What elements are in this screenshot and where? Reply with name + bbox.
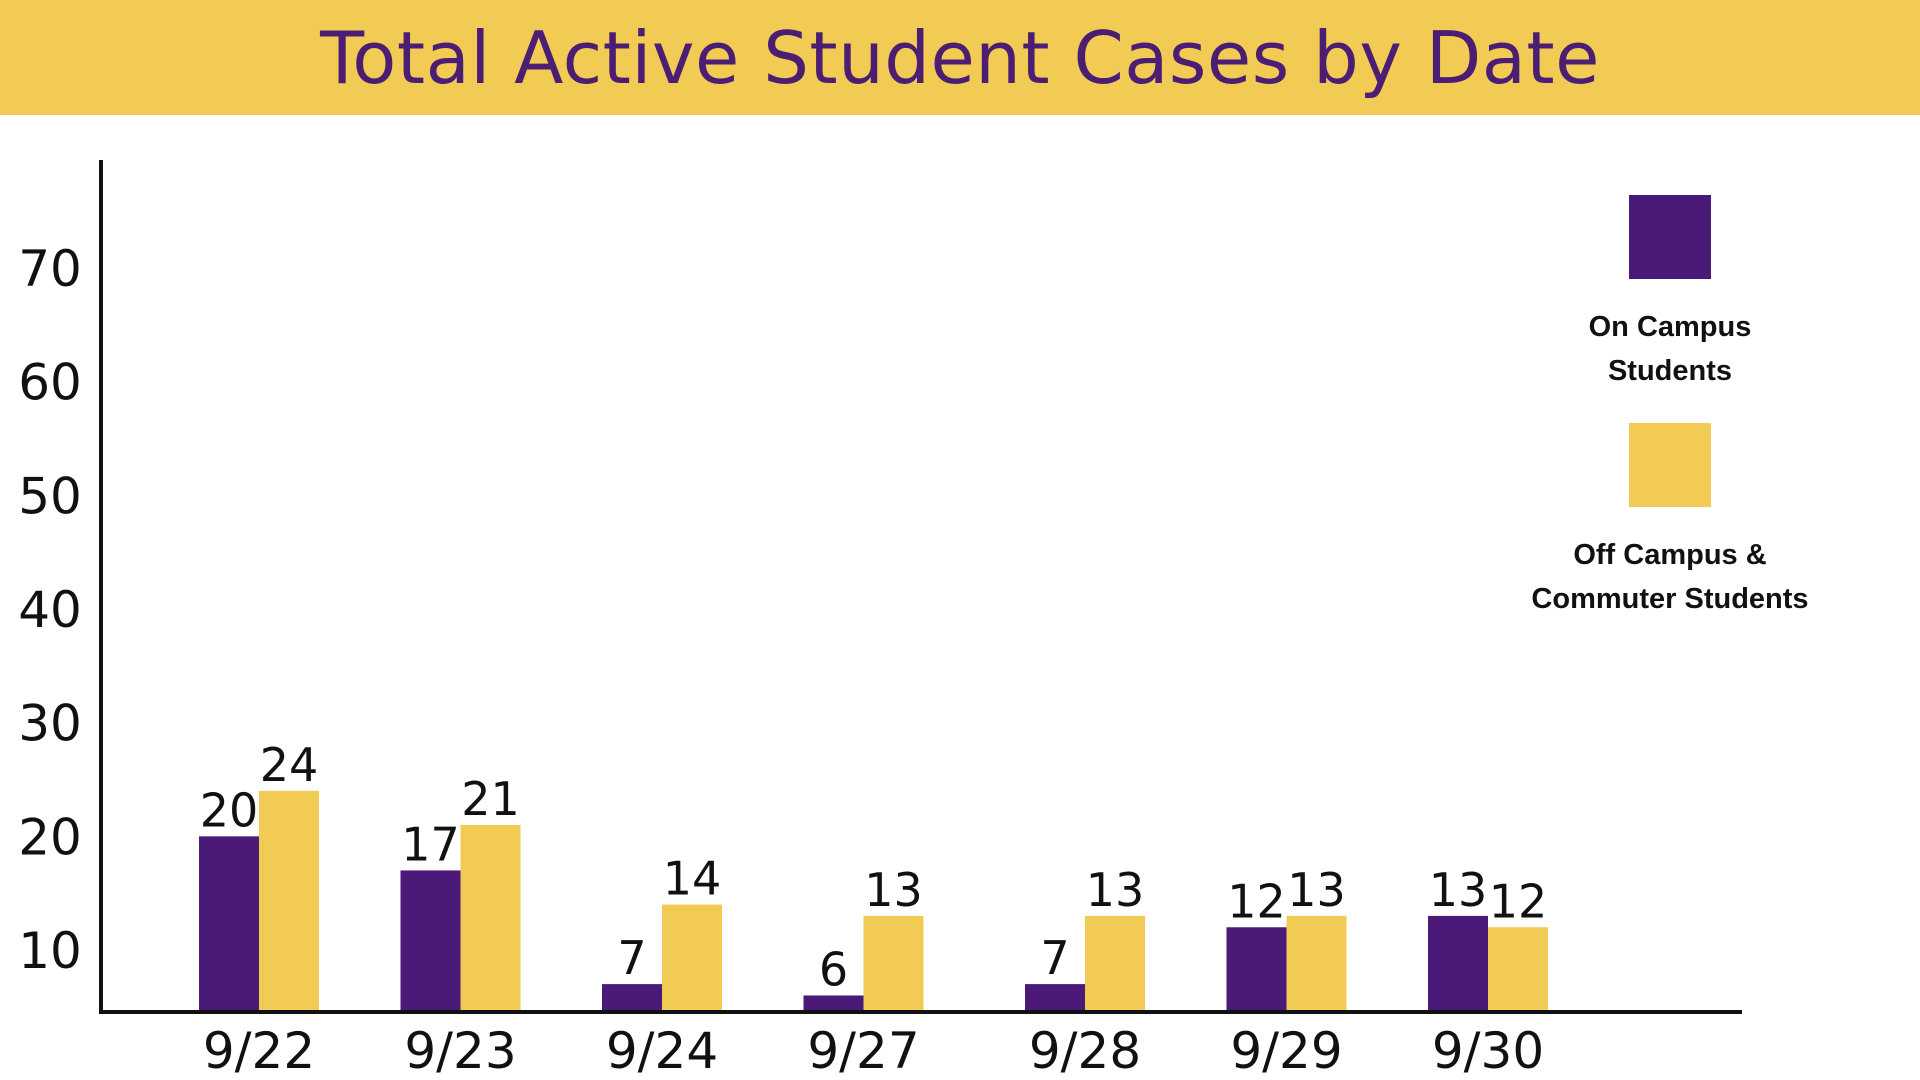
data-label: 7	[1040, 931, 1069, 985]
bar-off-campus	[259, 790, 319, 1010]
data-label: 7	[617, 931, 646, 985]
bar-off-campus	[1488, 927, 1548, 1010]
bar-on-campus	[803, 995, 864, 1010]
x-tick-label: 9/28	[1029, 1022, 1141, 1080]
y-tick-label: 40	[18, 581, 82, 639]
title-band: Total Active Student Cases by Date	[0, 0, 1920, 115]
data-label: 13	[1086, 863, 1145, 917]
y-tick-label: 60	[18, 354, 82, 412]
bar-on-campus	[1025, 984, 1085, 1010]
legend-swatch-off-campus	[1629, 423, 1711, 507]
legend-label-on-campus: On Campus Students	[1588, 311, 1752, 387]
data-label: 21	[461, 772, 520, 826]
data-label: 13	[1429, 863, 1488, 917]
x-tick-label: 9/29	[1230, 1022, 1342, 1080]
bar-off-campus	[1085, 915, 1145, 1010]
chart-title: Total Active Student Cases by Date	[320, 15, 1600, 100]
data-label: 24	[260, 738, 319, 792]
bar-on-campus	[199, 836, 259, 1010]
bar-on-campus	[602, 984, 662, 1010]
legend-swatch-on-campus	[1629, 195, 1711, 279]
x-tick-label: 9/30	[1432, 1022, 1544, 1080]
x-tick-label: 9/22	[203, 1022, 315, 1080]
bar-off-campus	[460, 824, 521, 1010]
bar-on-campus	[1226, 927, 1287, 1010]
x-tick-label: 9/23	[404, 1022, 516, 1080]
bar-off-campus	[662, 904, 722, 1010]
data-label: 20	[200, 783, 259, 837]
bar-on-campus	[400, 870, 461, 1010]
legend-item-off-campus: Off Campus & Commuter Students	[1480, 423, 1860, 621]
bar-off-campus	[1286, 915, 1347, 1010]
legend-item-on-campus: On Campus Students	[1480, 195, 1860, 393]
bar-on-campus	[1428, 915, 1488, 1010]
bar-off-campus	[863, 915, 924, 1010]
legend-label-off-campus: Off Campus & Commuter Students	[1531, 539, 1809, 615]
y-tick-label: 50	[18, 467, 82, 525]
x-tick-label: 9/24	[606, 1022, 718, 1080]
y-tick-label: 20	[18, 808, 82, 866]
data-label: 17	[401, 817, 460, 871]
data-label: 14	[663, 852, 722, 906]
data-label: 13	[1287, 863, 1346, 917]
data-label: 6	[819, 942, 848, 996]
y-tick-label: 70	[18, 240, 82, 298]
y-tick-label: 10	[18, 922, 82, 980]
bar-chart: 1020304050607020249/2217219/237149/24613…	[18, 160, 1742, 1080]
y-tick-label: 30	[18, 695, 82, 753]
data-label: 12	[1227, 874, 1286, 928]
data-label: 13	[864, 863, 923, 917]
x-tick-label: 9/27	[807, 1022, 919, 1080]
data-label: 12	[1489, 874, 1548, 928]
